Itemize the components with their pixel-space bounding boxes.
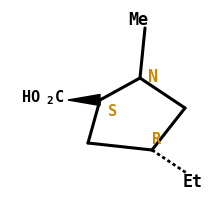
Polygon shape <box>68 95 100 105</box>
Text: Et: Et <box>183 173 203 191</box>
Text: Me: Me <box>128 11 148 29</box>
Text: 2: 2 <box>46 96 53 106</box>
Text: S: S <box>108 104 117 120</box>
Text: HO: HO <box>22 91 40 105</box>
Text: N: N <box>148 68 158 86</box>
Text: C: C <box>55 91 64 105</box>
Text: R: R <box>152 133 161 147</box>
